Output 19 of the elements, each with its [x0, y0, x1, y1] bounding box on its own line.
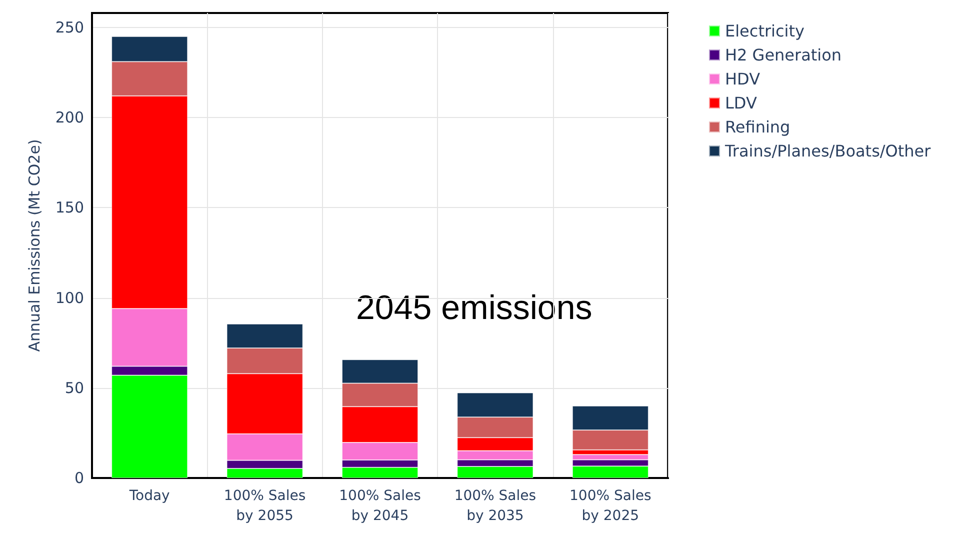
y-tick-label: 100: [55, 288, 84, 307]
x-tick-label: 100% Sales by 2045: [339, 488, 421, 524]
legend-label: Trains/Planes/Boats/Other: [724, 142, 932, 160]
legend-label: H2 Generation: [725, 46, 842, 64]
y-tick-label: 50: [64, 378, 84, 397]
x-tick-label: Today: [128, 488, 170, 504]
legend-label: Refining: [725, 118, 790, 136]
y-axis-title: Annual Emissions (Mt CO2e): [26, 139, 44, 352]
x-tick-label: 100% Sales by 2035: [454, 488, 536, 524]
y-tick-label: 0: [74, 469, 84, 487]
y-tick-label: 200: [55, 108, 84, 127]
legend-label: HDV: [725, 70, 760, 88]
legend-label: LDV: [725, 94, 757, 112]
x-tick-label: 100% Sales by 2025: [570, 488, 652, 524]
y-tick-label: 250: [55, 18, 84, 36]
x-tick-label: 100% Sales by 2055: [224, 488, 306, 524]
y-tick-label: 150: [55, 198, 84, 217]
legend-label: Electricity: [725, 22, 804, 40]
annotation: 2045 emissions: [356, 289, 592, 327]
